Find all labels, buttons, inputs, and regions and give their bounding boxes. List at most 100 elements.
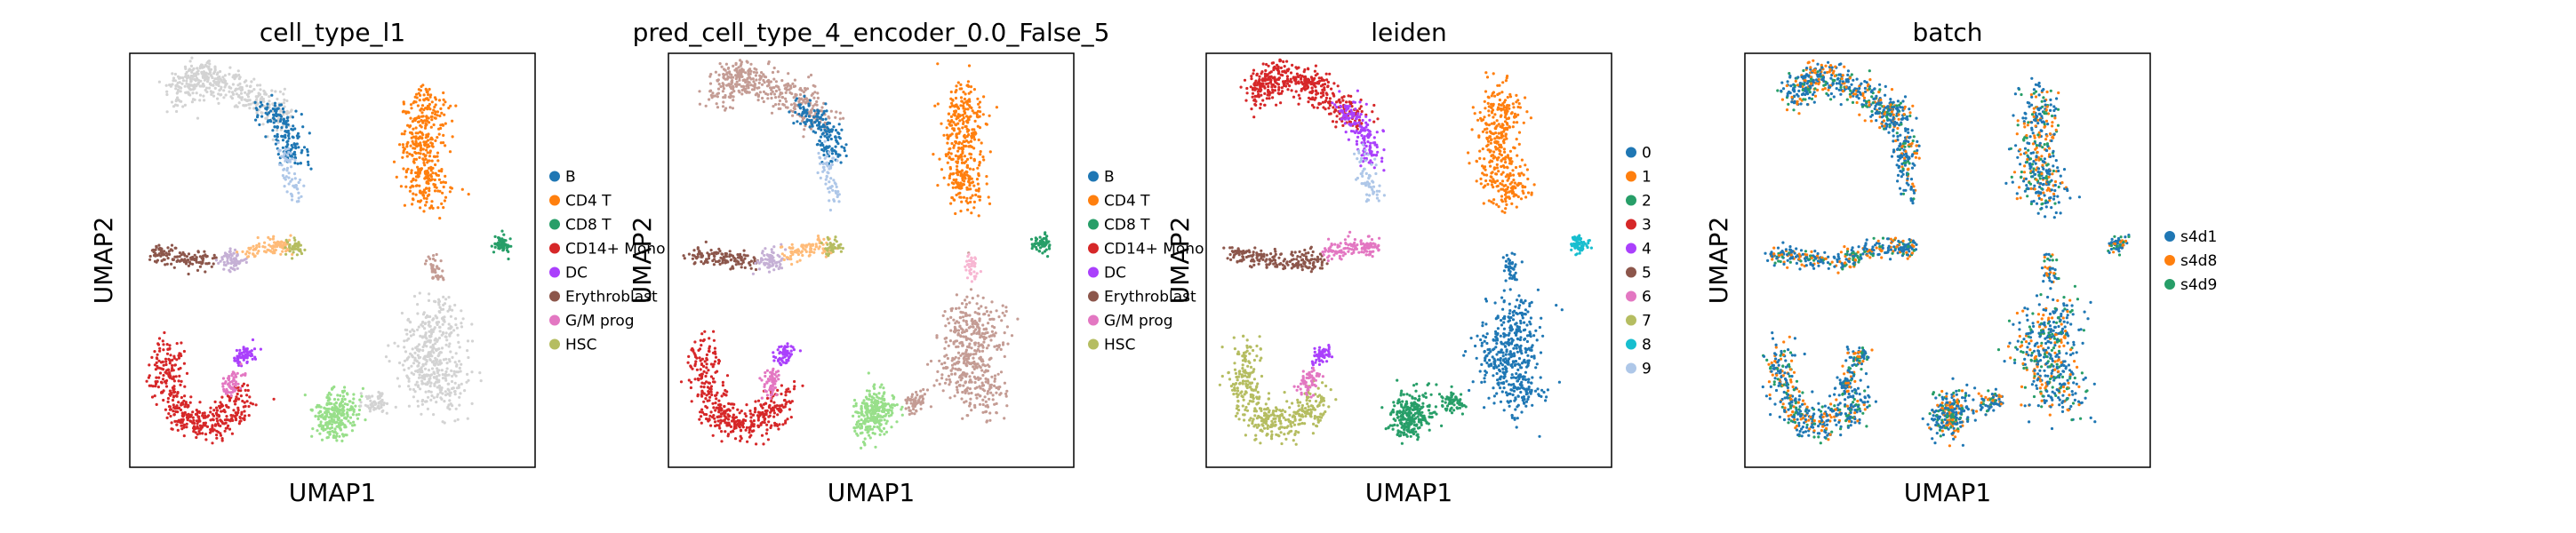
data-point [428, 292, 431, 296]
data-point [274, 142, 277, 146]
data-point [986, 363, 989, 367]
data-point [964, 380, 967, 384]
data-point [188, 76, 192, 80]
data-point [180, 402, 183, 405]
data-point [220, 80, 224, 84]
data-point [168, 344, 172, 347]
data-point [703, 382, 707, 386]
data-point [424, 315, 428, 319]
data-point [834, 145, 837, 148]
data-point [256, 114, 260, 117]
data-point [281, 174, 284, 178]
data-point [442, 331, 445, 336]
data-point [983, 370, 987, 374]
data-point [420, 111, 424, 115]
data-point [844, 143, 848, 147]
data-point [957, 147, 961, 150]
data-point [772, 268, 776, 272]
data-point [954, 96, 958, 100]
data-point [802, 106, 805, 109]
data-point [170, 427, 173, 431]
data-point [407, 385, 411, 388]
data-point [404, 175, 408, 179]
data-point [213, 67, 217, 70]
data-point [221, 382, 225, 386]
data-point [716, 391, 719, 394]
data-point [237, 77, 241, 81]
data-point [434, 271, 437, 274]
data-point [271, 138, 275, 141]
data-point [414, 139, 418, 143]
data-point [459, 392, 462, 395]
data-point [815, 118, 820, 122]
data-point [403, 203, 406, 207]
data-point [238, 82, 242, 85]
data-point [409, 334, 413, 338]
data-point [402, 167, 405, 171]
data-point [966, 414, 970, 418]
data-point [781, 423, 785, 426]
data-point [157, 366, 162, 370]
data-point [184, 75, 188, 78]
data-point [257, 250, 260, 253]
data-point [756, 425, 761, 429]
data-point [452, 372, 456, 376]
data-point [807, 76, 811, 79]
data-point [292, 186, 296, 189]
data-point [296, 162, 300, 165]
data-point [399, 185, 403, 188]
data-point [216, 97, 220, 100]
data-point [956, 388, 959, 392]
data-point [174, 375, 178, 378]
data-point [811, 243, 815, 247]
data-point [216, 422, 220, 426]
data-point [985, 182, 988, 186]
data-point [205, 415, 209, 418]
data-point [962, 183, 965, 187]
data-point [180, 395, 183, 400]
data-point [421, 115, 425, 118]
data-point [436, 136, 439, 139]
data-point [359, 392, 363, 395]
data-point [952, 129, 956, 132]
data-point [975, 272, 979, 275]
data-point [964, 350, 968, 354]
data-point [970, 136, 973, 139]
data-point [327, 410, 331, 414]
data-point [156, 386, 160, 389]
data-point [225, 389, 229, 393]
data-point [443, 199, 446, 203]
data-point [829, 177, 833, 180]
data-point [802, 99, 805, 102]
data-point [707, 253, 711, 257]
data-point [273, 107, 276, 111]
data-point [282, 101, 286, 105]
data-point [967, 64, 972, 68]
data-point [431, 171, 435, 175]
data-point [439, 388, 444, 392]
data-point [430, 159, 434, 163]
data-point [968, 265, 972, 269]
data-point [722, 68, 726, 71]
data-point [227, 406, 230, 410]
data-point [196, 116, 200, 120]
data-point [195, 435, 198, 440]
data-point [369, 407, 372, 410]
data-point [326, 431, 330, 434]
data-point [228, 427, 232, 431]
data-point [975, 396, 979, 400]
data-point [745, 84, 748, 88]
data-point [960, 373, 964, 377]
data-point [717, 399, 721, 402]
data-point [172, 387, 176, 391]
data-point [256, 235, 260, 240]
data-point [428, 107, 432, 111]
data-point [679, 380, 684, 384]
data-point [837, 200, 841, 203]
data-point [969, 156, 972, 160]
data-point [163, 258, 166, 261]
data-point [252, 252, 255, 256]
data-point [427, 369, 431, 372]
data-point [205, 254, 209, 259]
data-point [712, 263, 716, 266]
